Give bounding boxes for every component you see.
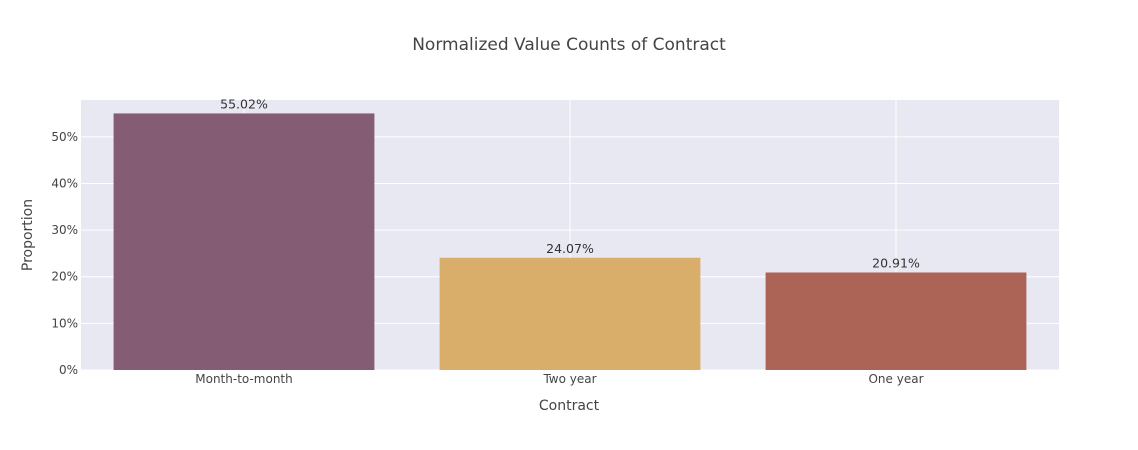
- x-tick-label: Month-to-month: [195, 372, 293, 386]
- y-tick-label: 30%: [51, 223, 78, 237]
- chart-title: Normalized Value Counts of Contract: [412, 35, 726, 55]
- x-axis-ticks: Month-to-month Two year One year: [195, 372, 923, 386]
- data-labels: 55.02% 24.07% 20.91%: [220, 96, 920, 270]
- y-axis-title: Proportion: [20, 199, 36, 271]
- y-tick-label: 50%: [51, 130, 78, 144]
- y-axis-ticks: 0% 10% 20% 30% 40% 50%: [51, 130, 78, 377]
- bar: [765, 272, 1027, 370]
- y-tick-label: 10%: [51, 316, 78, 330]
- y-tick-label: 40%: [51, 176, 78, 190]
- x-tick-label: Two year: [542, 372, 596, 386]
- bar-data-label: 24.07%: [546, 241, 594, 256]
- bar: [113, 113, 375, 370]
- x-axis-title: Contract: [539, 398, 600, 414]
- bar-data-label: 20.91%: [872, 255, 920, 270]
- bars: [113, 113, 1027, 370]
- y-tick-label: 20%: [51, 270, 78, 284]
- bar-data-label: 55.02%: [220, 96, 268, 111]
- bar: [439, 257, 701, 370]
- y-tick-label: 0%: [59, 363, 78, 377]
- x-tick-label: One year: [868, 372, 923, 386]
